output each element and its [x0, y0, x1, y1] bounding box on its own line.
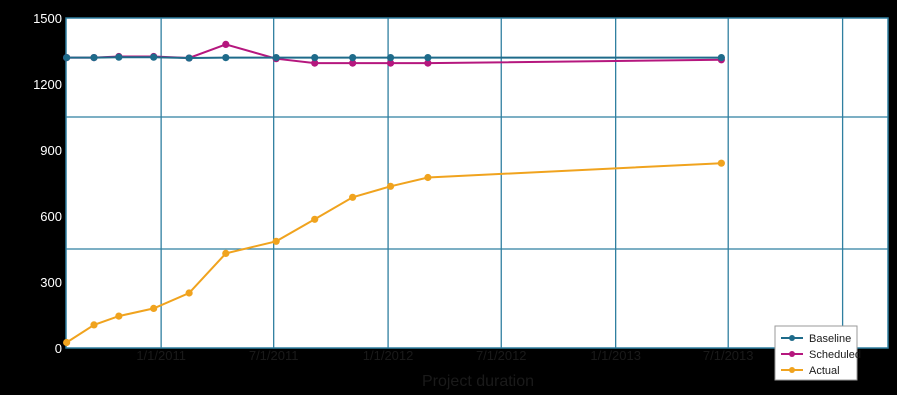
data-point — [424, 59, 432, 67]
data-point — [63, 54, 71, 62]
x-axis-title: Project duration — [422, 373, 534, 390]
data-point — [386, 59, 395, 67]
plot-background — [66, 18, 888, 348]
data-point — [90, 54, 98, 62]
x-tick-label: 7/1/2013 — [703, 348, 754, 363]
legend-label: Actual — [809, 365, 840, 377]
data-point — [272, 237, 280, 245]
data-point — [150, 304, 158, 312]
y-tick-label: 300 — [40, 275, 62, 290]
data-point — [150, 53, 158, 61]
data-point — [349, 193, 357, 201]
data-point — [63, 338, 71, 347]
y-tick-label: 900 — [40, 143, 62, 158]
series-actual — [63, 159, 725, 347]
y-tick-label: 0 — [55, 341, 62, 356]
x-tick-label: 7/1/2011 — [249, 348, 299, 363]
legend: Baseline Scheduled Actual — [774, 325, 861, 381]
data-point — [717, 54, 725, 62]
data-point — [386, 54, 395, 62]
y-tick-label: 1200 — [33, 77, 62, 92]
data-point — [272, 54, 280, 62]
data-point — [90, 321, 98, 329]
data-point — [424, 54, 432, 62]
series-line — [66, 56, 722, 60]
data-point — [349, 54, 357, 62]
x-tick-label: 7/1/2012 — [476, 348, 527, 363]
data-point — [386, 182, 395, 190]
series-baseline — [63, 53, 725, 62]
x-tick-label: 1/1/2011 — [136, 348, 186, 363]
data-point — [311, 54, 319, 62]
data-point — [311, 59, 319, 67]
data-point — [424, 173, 432, 182]
data-point — [311, 215, 319, 223]
legend-label: Scheduled — [809, 349, 861, 361]
grid — [66, 18, 888, 348]
legend-label: Baseline — [809, 333, 851, 345]
data-point — [115, 53, 123, 61]
data-point — [349, 59, 357, 67]
data-point — [717, 159, 725, 167]
data-point — [185, 289, 193, 297]
axes — [65, 17, 889, 349]
legend-marker — [789, 335, 795, 341]
data-point — [185, 54, 193, 62]
series-group — [63, 40, 725, 347]
x-tick-label: 1/1/2013 — [590, 348, 641, 363]
legend-marker — [789, 351, 795, 357]
series-line — [66, 162, 722, 344]
data-point — [115, 312, 123, 320]
data-point — [222, 40, 230, 49]
x-tick-label: 1/1/2012 — [363, 348, 414, 363]
data-point — [222, 54, 230, 62]
y-tick-label: 1500 — [33, 11, 62, 26]
data-point — [222, 249, 230, 257]
plot-frame — [65, 17, 889, 349]
legend-marker — [789, 367, 795, 373]
y-tick-label: 600 — [40, 209, 62, 224]
